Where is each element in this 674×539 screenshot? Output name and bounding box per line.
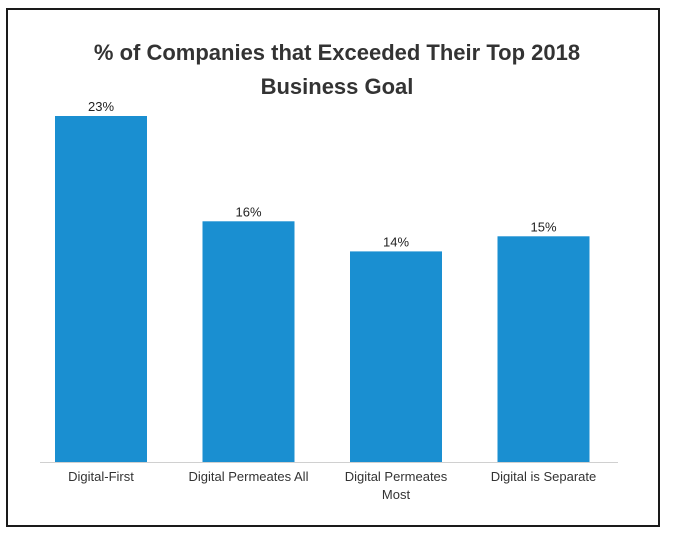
category-label: Most	[382, 487, 411, 502]
bar-value-label: 15%	[530, 219, 556, 234]
chart-title-line-1: % of Companies that Exceeded Their Top 2…	[93, 40, 581, 65]
bar-value-label: 14%	[383, 234, 409, 249]
chart-title-line-2: Business Goal	[260, 74, 414, 99]
chart-title: % of Companies that Exceeded Their Top 2…	[0, 36, 674, 104]
category-label: Digital is Separate	[491, 469, 597, 484]
category-label: Digital Permeates All	[189, 469, 309, 484]
category-label: Digital Permeates	[345, 469, 448, 484]
bar-value-label: 23%	[88, 99, 114, 114]
category-label: Digital-First	[68, 469, 134, 484]
bar	[497, 236, 590, 462]
bar	[55, 116, 147, 462]
bar	[202, 221, 295, 462]
bar	[350, 251, 442, 462]
bar-value-label: 16%	[235, 204, 261, 219]
